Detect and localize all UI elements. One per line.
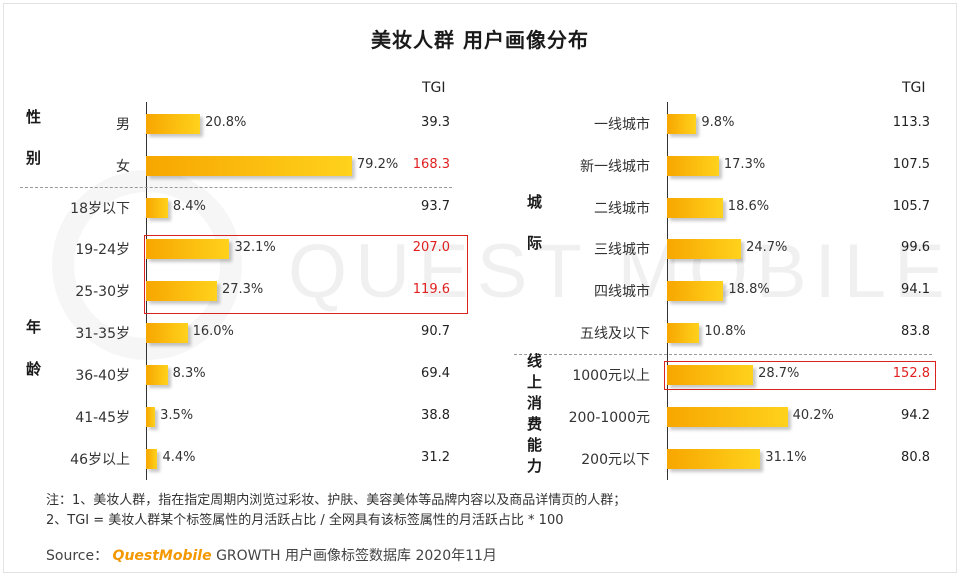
data-bar xyxy=(146,407,156,427)
data-bar xyxy=(667,156,719,176)
group-label: 龄 xyxy=(26,360,42,378)
tgi-value: 119.6 xyxy=(412,282,450,297)
tgi-value: 94.2 xyxy=(901,408,930,423)
value-label: 79.2% xyxy=(356,157,399,172)
value-label: 4.4% xyxy=(162,450,196,465)
group-label: 年 xyxy=(26,318,42,336)
group-label: 费 xyxy=(527,415,543,433)
data-bar xyxy=(146,449,158,469)
tgi-value: 38.8 xyxy=(421,408,450,423)
value-label: 18.6% xyxy=(727,199,770,214)
value-label: 8.3% xyxy=(172,366,206,381)
category-label: 25-30岁 xyxy=(75,284,130,300)
data-bar xyxy=(667,198,723,218)
note-line-1: 注：1、美妆人群，指在指定周期内浏览过彩妆、护肤、美容美体等品牌内容以及商品详情… xyxy=(46,493,627,508)
value-label: 17.3% xyxy=(723,157,766,172)
tgi-header: TGI xyxy=(422,80,446,96)
category-label: 一线城市 xyxy=(594,117,650,133)
tgi-value: 99.6 xyxy=(901,240,930,255)
category-label: 二线城市 xyxy=(594,201,650,217)
tgi-value: 207.0 xyxy=(412,240,450,255)
data-bar xyxy=(667,365,754,385)
value-label: 32.1% xyxy=(234,240,276,255)
category-label: 五线及以下 xyxy=(580,326,650,342)
data-bar xyxy=(667,114,697,134)
data-bar xyxy=(146,365,168,385)
category-label: 18岁以下 xyxy=(70,201,130,217)
tgi-value: 90.7 xyxy=(421,324,450,339)
source-brand: QuestMobile xyxy=(112,548,212,564)
value-label: 18.8% xyxy=(728,282,770,297)
tgi-value: 31.2 xyxy=(421,450,450,465)
value-label: 24.7% xyxy=(746,240,788,255)
category-label: 46岁以上 xyxy=(70,452,130,468)
group-label: 线 xyxy=(527,352,543,370)
tgi-value: 69.4 xyxy=(421,366,450,381)
category-label: 200-1000元 xyxy=(568,410,650,426)
value-label: 3.5% xyxy=(160,408,194,423)
data-bar xyxy=(146,114,201,134)
highlight-box xyxy=(664,361,936,390)
category-label: 200元以下 xyxy=(581,452,650,468)
source-prefix: Source： xyxy=(46,548,109,564)
data-bar xyxy=(667,239,742,259)
note-line-2: 2、TGI = 美妆人群某个标签属性的月活跃占比 / 全网具有该标签属性的月活跃… xyxy=(46,513,564,528)
group-label: 上 xyxy=(527,373,543,391)
tgi-value: 105.7 xyxy=(892,199,930,214)
data-bar xyxy=(667,407,788,427)
data-bar xyxy=(146,323,188,343)
group-label: 别 xyxy=(26,149,42,167)
group-label: 能 xyxy=(527,436,543,454)
tgi-value: 168.3 xyxy=(412,157,450,172)
value-label: 27.3% xyxy=(221,282,264,297)
data-bar xyxy=(667,323,700,343)
value-label: 31.1% xyxy=(765,450,807,465)
category-label: 41-45岁 xyxy=(75,410,130,426)
data-bar xyxy=(667,449,761,469)
category-label: 1000元以上 xyxy=(572,368,650,384)
group-label: 城 xyxy=(527,193,543,211)
value-label: 10.8% xyxy=(704,324,746,339)
data-bar xyxy=(146,198,168,218)
value-label: 20.8% xyxy=(205,115,247,130)
value-label: 9.8% xyxy=(701,115,735,130)
data-bar xyxy=(146,156,352,176)
tgi-value: 83.8 xyxy=(901,324,930,339)
tgi-value: 80.8 xyxy=(901,450,930,465)
group-label: 际 xyxy=(527,234,543,252)
value-label: 8.4% xyxy=(172,199,206,214)
group-label: 性 xyxy=(26,108,42,126)
tgi-value: 94.1 xyxy=(901,282,930,297)
category-label: 男 xyxy=(116,117,130,133)
category-label: 19-24岁 xyxy=(75,242,130,258)
source-text: GROWTH 用户画像标签数据库 2020年11月 xyxy=(216,548,497,564)
source-line: Source： QuestMobile GROWTH 用户画像标签数据库 202… xyxy=(46,545,497,565)
category-label: 三线城市 xyxy=(594,242,650,258)
category-label: 四线城市 xyxy=(594,284,650,300)
group-divider xyxy=(514,354,932,355)
tgi-value: 113.3 xyxy=(892,115,930,130)
category-label: 31-35岁 xyxy=(75,326,130,342)
chart-frame xyxy=(3,3,957,573)
tgi-value: 93.7 xyxy=(421,199,450,214)
data-bar xyxy=(146,281,217,301)
tgi-header: TGI xyxy=(902,80,926,96)
data-bar xyxy=(667,281,724,301)
group-label: 力 xyxy=(527,457,543,475)
data-bar xyxy=(146,239,230,259)
tgi-value: 107.5 xyxy=(892,157,930,172)
category-label: 新一线城市 xyxy=(580,159,650,175)
tgi-value: 152.8 xyxy=(892,366,930,381)
group-divider xyxy=(20,187,452,188)
value-label: 16.0% xyxy=(192,324,234,339)
category-label: 女 xyxy=(116,159,130,175)
category-label: 36-40岁 xyxy=(75,368,130,384)
highlight-box xyxy=(144,235,468,314)
group-label: 消 xyxy=(527,394,543,412)
tgi-value: 39.3 xyxy=(421,115,450,130)
chart-title: 美妆人群 用户画像分布 xyxy=(371,28,589,52)
value-label: 28.7% xyxy=(758,366,800,381)
value-label: 40.2% xyxy=(792,408,834,423)
